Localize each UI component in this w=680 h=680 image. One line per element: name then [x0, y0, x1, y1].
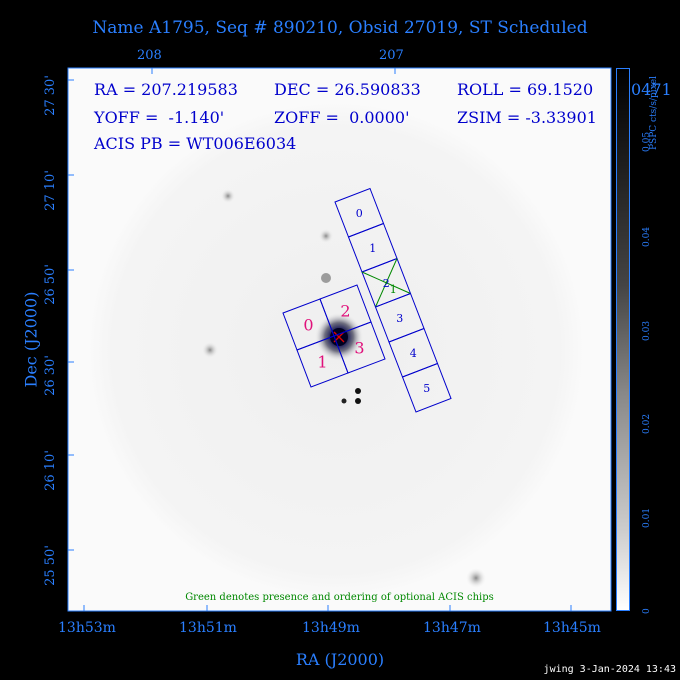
source: [466, 568, 486, 588]
top-tick-207: 207: [379, 48, 404, 63]
zoff-value: ZOFF = 0.0000': [274, 108, 410, 127]
acis-i-chip-label: 2: [340, 302, 350, 321]
source: [341, 398, 347, 404]
optional-chip-label: 1: [390, 283, 397, 296]
acis-i-chip-label: 3: [354, 339, 364, 358]
acis-s-chip-label: 2: [383, 277, 390, 290]
ra-value: RA = 207.219583: [94, 80, 238, 99]
colorbar-tick: 0.04: [642, 226, 652, 247]
acis-i-chip-label: 0: [303, 316, 313, 335]
ra-tick-label: 13h51m: [179, 620, 237, 636]
ra-tick-label: 13h45m: [543, 620, 601, 636]
colorbar-tick: 0: [642, 608, 652, 614]
colorbar-tick: 0.05: [642, 131, 652, 152]
ra-tick-label: 13h49m: [302, 620, 360, 636]
acis-s-chip-label: 1: [369, 242, 376, 255]
y-axis-label: Dec (J2000): [21, 291, 41, 388]
ra-tick-label: 13h47m: [423, 620, 481, 636]
acis-s-chip-label: 0: [356, 207, 363, 220]
acis-pb-value: ACIS PB = WT006E6034: [94, 134, 297, 153]
plot-title: Name A1795, Seq # 890210, Obsid 27019, S…: [92, 18, 588, 38]
footer-timestamp: jwing 3-Jan-2024 13:43: [543, 664, 676, 675]
source: [221, 189, 235, 203]
source: [355, 388, 361, 394]
zsim-overflow: 0471: [631, 80, 672, 99]
acis-s-chip-label: 4: [410, 347, 417, 360]
acis-s-chip-label: 5: [423, 382, 430, 395]
roll-value: ROLL = 69.1520: [457, 80, 594, 99]
dec-tick-label: 26 30': [42, 355, 58, 396]
zsim-value: ZSIM = -3.33901: [457, 108, 597, 127]
dec-tick-label: 27 30': [42, 75, 58, 116]
top-tick-208: 208: [137, 48, 162, 63]
colorbar-tick: 0.03: [642, 320, 652, 341]
source: [319, 229, 333, 243]
yoff-value: YOFF = -1.140': [94, 108, 225, 127]
dec-tick-label: 25 50': [42, 545, 58, 586]
dec-tick-label: 26 50': [42, 264, 58, 305]
colorbar: [616, 68, 630, 611]
source: [321, 273, 331, 283]
source: [202, 342, 218, 358]
x-axis-label: RA (J2000): [295, 650, 385, 669]
ra-tick-label: 13h53m: [58, 620, 116, 636]
optional-chips-note: Green denotes presence and ordering of o…: [185, 592, 494, 603]
acis-i-chip-label: 1: [317, 353, 327, 372]
dec-tick-label: 26 10': [42, 450, 58, 491]
colorbar-tick: 0.01: [642, 507, 652, 528]
dec-tick-label: 27 10': [42, 170, 58, 211]
dec-value: DEC = 26.590833: [274, 80, 421, 99]
source: [355, 398, 361, 404]
acis-s-chip-label: 3: [396, 312, 403, 325]
colorbar-tick: 0.02: [642, 413, 652, 434]
